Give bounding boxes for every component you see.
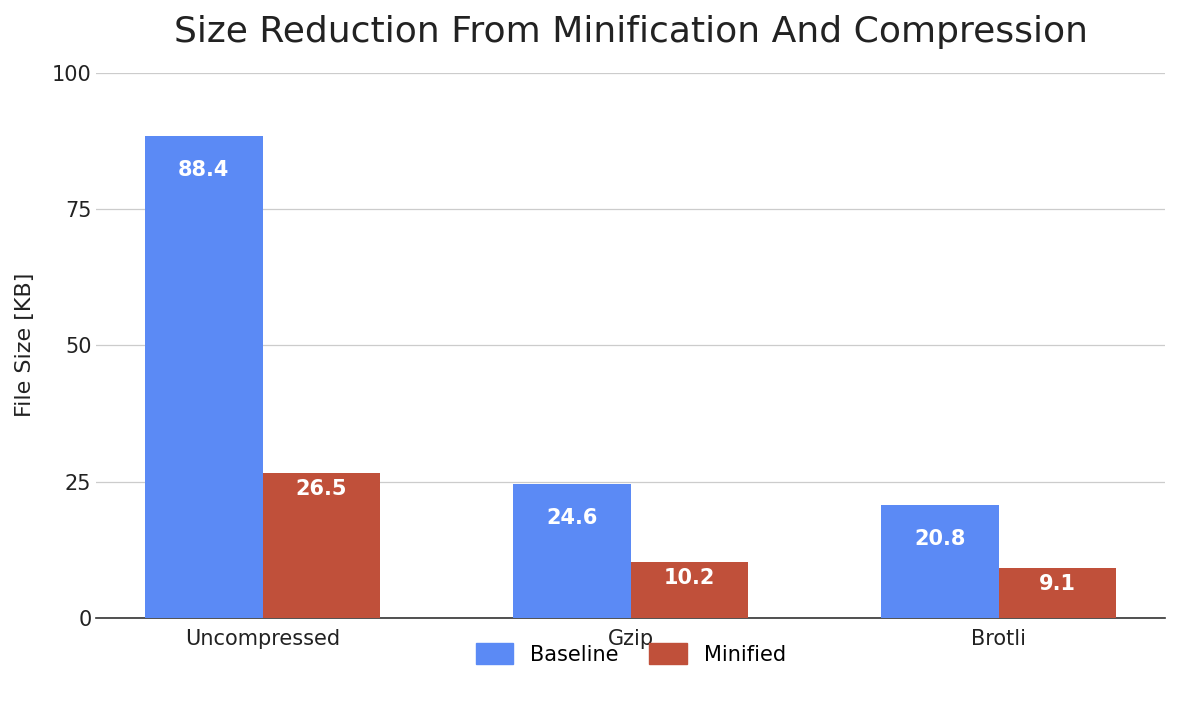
Bar [513, 484, 630, 618]
Text: 10.2: 10.2 [664, 568, 715, 588]
Text: 9.1: 9.1 [1040, 574, 1076, 594]
Text: 88.4: 88.4 [178, 160, 229, 180]
Text: 26.5: 26.5 [296, 479, 347, 499]
Y-axis label: File Size [KB]: File Size [KB] [15, 273, 35, 417]
Text: 24.6: 24.6 [546, 508, 597, 529]
Bar [145, 136, 263, 618]
Bar [998, 568, 1116, 618]
Text: 20.8: 20.8 [914, 529, 965, 549]
Bar [630, 563, 748, 618]
Legend: Baseline, Minified: Baseline, Minified [467, 635, 794, 673]
Bar [881, 505, 998, 618]
Title: Size Reduction From Minification And Compression: Size Reduction From Minification And Com… [173, 15, 1088, 49]
Bar [263, 473, 380, 618]
